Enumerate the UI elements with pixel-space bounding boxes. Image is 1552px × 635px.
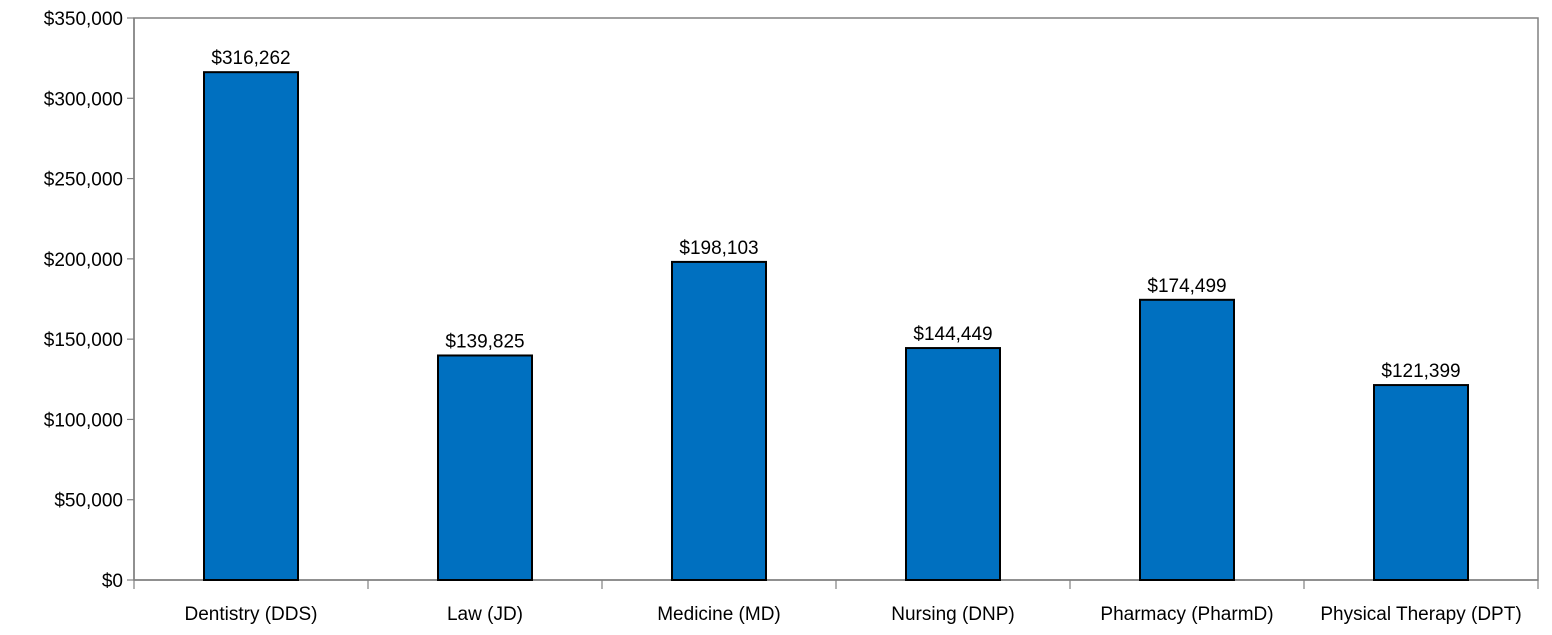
y-tick-label: $300,000 (44, 89, 123, 110)
y-tick-label: $0 (102, 571, 123, 592)
y-tick-label: $50,000 (54, 491, 123, 512)
y-tick-label: $200,000 (44, 250, 123, 271)
data-label: $144,449 (913, 324, 992, 345)
x-tick-label: Dentistry (DDS) (184, 604, 317, 625)
data-label: $316,262 (211, 48, 290, 69)
y-tick-label: $100,000 (44, 410, 123, 431)
data-label: $198,103 (679, 238, 758, 259)
x-tick-label: Physical Therapy (DPT) (1320, 604, 1521, 625)
category-labels: Dentistry (DDS) Law (JD) Medicine (MD) Nurs… (184, 604, 1521, 625)
y-tick-label: $350,000 (44, 9, 123, 30)
y-tick-label: $150,000 (44, 330, 123, 351)
data-label: $174,499 (1147, 276, 1226, 297)
bars (203, 71, 1469, 582)
x-tick-label: Pharmacy (PharmD) (1100, 604, 1273, 625)
x-tick-label: Law (JD) (447, 604, 523, 625)
y-axis: $0 $50,000 $100,000 $150,000 $200,000 $250,00… (44, 9, 135, 592)
x-tick-label: Nursing (DNP) (891, 604, 1015, 625)
bar (1373, 384, 1469, 582)
bar (1139, 298, 1235, 581)
bar (671, 260, 767, 581)
x-tick-label: Medicine (MD) (657, 604, 781, 625)
y-tick-label: $250,000 (44, 170, 123, 191)
bar (905, 347, 1001, 581)
data-label: $121,399 (1381, 361, 1460, 382)
x-axis (133, 579, 1539, 589)
data-labels: $316,262 $139,825 $198,103 $144,449 $174,499… (211, 48, 1460, 382)
bar (437, 354, 533, 581)
bar (203, 71, 299, 582)
plot-area (133, 17, 1539, 581)
data-label: $139,825 (445, 331, 524, 352)
